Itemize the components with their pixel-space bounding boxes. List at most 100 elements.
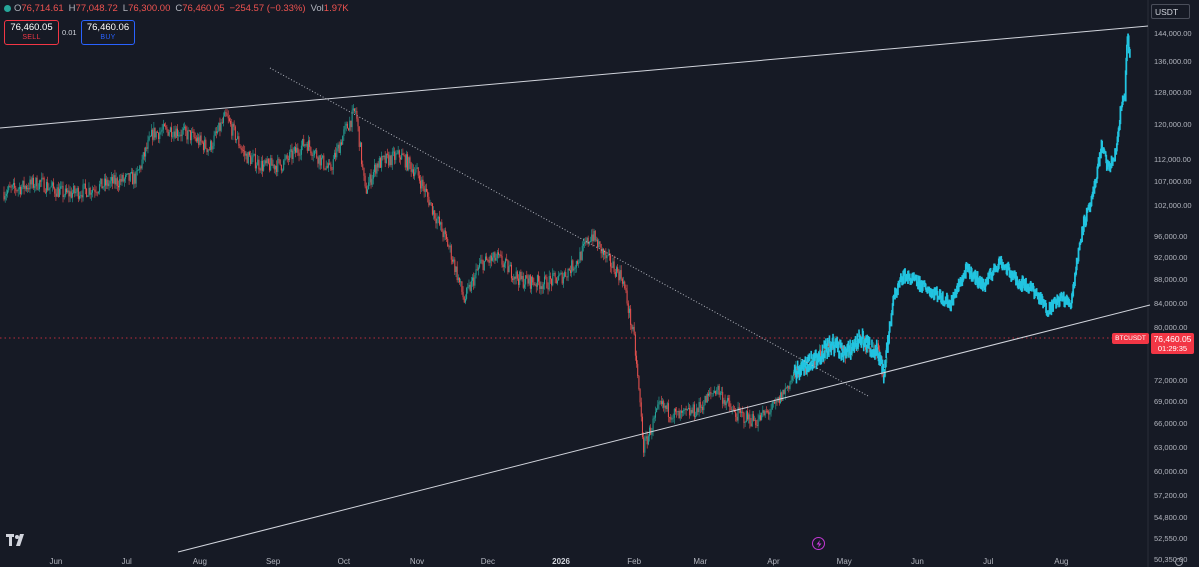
candle-body (94, 189, 96, 192)
candle-body (476, 269, 478, 270)
candle-body (112, 177, 114, 184)
candle-body (252, 155, 254, 158)
candle-body (336, 148, 338, 158)
candle-body (631, 324, 633, 330)
candle-body (862, 338, 864, 344)
candle-body (436, 218, 438, 224)
candle-body (611, 266, 613, 268)
currency-selector[interactable]: USDT (1151, 4, 1190, 19)
candle-body (207, 149, 209, 153)
lightning-icon[interactable] (812, 537, 825, 550)
candle-body (731, 409, 733, 411)
price-axis-label: 128,000.00 (1154, 87, 1192, 97)
candle-body (15, 187, 17, 191)
candle-body (693, 404, 695, 417)
candle-body (457, 277, 459, 281)
candle-body (564, 272, 566, 277)
candle-body (63, 195, 65, 198)
candle-body (623, 281, 625, 284)
candle-body (293, 147, 295, 151)
candle-body (516, 271, 518, 279)
candle-body (8, 185, 10, 191)
candle-body (719, 392, 721, 395)
candle-body (582, 243, 584, 246)
candle-body (789, 382, 791, 389)
candle-body (718, 385, 720, 395)
candle-body (123, 178, 125, 182)
candle-body (88, 187, 90, 196)
candle-body (397, 150, 399, 154)
candle-body (487, 260, 489, 261)
candle-body (189, 130, 191, 141)
candle-body (669, 417, 671, 418)
candle-body (447, 239, 449, 247)
buy-button[interactable]: 76,460.06 BUY (81, 20, 135, 45)
lower-trendline[interactable] (177, 304, 1151, 553)
candle-body (25, 185, 27, 190)
candle-body (330, 164, 332, 170)
buy-label: BUY (100, 34, 116, 41)
candle-body (243, 150, 245, 151)
price-axis-label: 107,000.00 (1154, 177, 1192, 187)
candle-body (200, 135, 202, 142)
candle-body (267, 158, 269, 164)
candle-body (259, 169, 261, 171)
candle-body (730, 407, 732, 411)
candle-body (780, 392, 782, 404)
candle-body (717, 385, 719, 390)
candle-body (335, 152, 337, 158)
price-axis-label: 96,000.00 (1154, 231, 1188, 241)
candle-body (178, 135, 180, 137)
candle-body (391, 151, 393, 165)
candle-body (238, 136, 240, 146)
candle-body (153, 127, 155, 140)
candle-body (527, 278, 529, 284)
candle-body (151, 129, 153, 137)
candle-body (513, 276, 515, 281)
candle-body (168, 131, 170, 136)
tradingview-logo-icon[interactable] (6, 534, 28, 546)
upper-trendline[interactable] (0, 25, 1149, 129)
sell-button[interactable]: 76,460.05 SELL (4, 20, 59, 45)
candle-body (188, 130, 190, 131)
candle-body (24, 185, 26, 189)
candle-body (244, 150, 246, 156)
candle-body (148, 136, 150, 141)
candle-body (424, 188, 426, 192)
candle-body (441, 222, 443, 232)
candle-body (469, 284, 471, 291)
candle-body (687, 408, 689, 409)
candle-body (251, 157, 253, 165)
candle-body (11, 185, 13, 188)
dotted-trendline[interactable] (269, 67, 869, 397)
candle-body (644, 438, 646, 453)
candle-body (279, 159, 281, 165)
candle-body (685, 408, 687, 411)
candle-body (3, 191, 5, 200)
candle-body (230, 121, 232, 125)
candle-body (274, 165, 276, 170)
candle-body (692, 404, 694, 413)
candle-body (697, 408, 699, 413)
candle-body (379, 158, 381, 168)
candle-body (128, 173, 130, 181)
candle-body (558, 275, 560, 281)
candle-body (620, 270, 622, 279)
candle-body (651, 430, 653, 435)
price-axis-label: 80,000.00 (1154, 323, 1188, 333)
candle-body (313, 151, 315, 156)
candle-body (21, 187, 23, 195)
candle-body (514, 276, 516, 279)
candle-body (263, 164, 265, 171)
candle-body (677, 411, 679, 412)
candle-body (674, 408, 676, 412)
candle-body (679, 410, 681, 419)
candle-body (597, 239, 599, 248)
candle-body (606, 255, 608, 259)
candle-body (600, 243, 602, 254)
gear-icon[interactable] (1175, 558, 1183, 566)
candle-body (298, 152, 300, 156)
candle-body (752, 414, 754, 421)
